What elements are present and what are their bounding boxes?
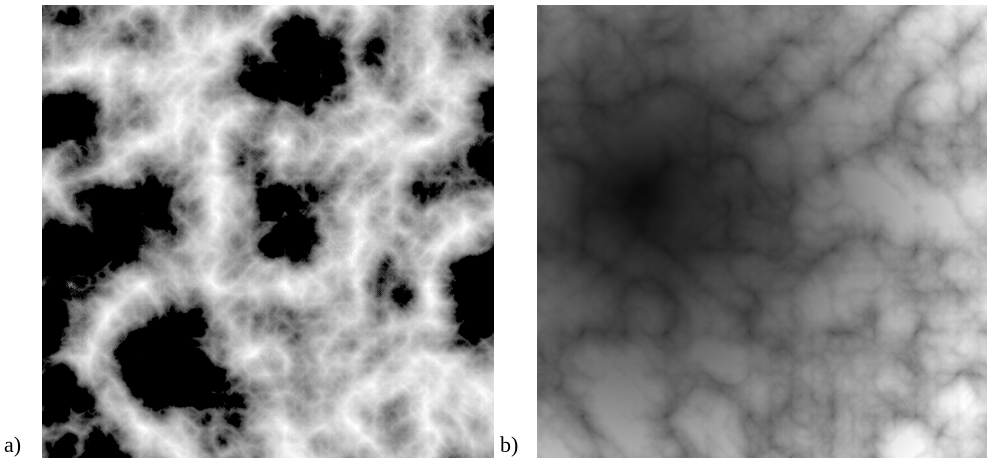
texture-a [42, 5, 494, 458]
figure: a) b) [0, 0, 987, 463]
texture-b-shade [537, 5, 987, 458]
panel-label: b) [500, 432, 518, 457]
panel-label: a) [4, 432, 21, 457]
